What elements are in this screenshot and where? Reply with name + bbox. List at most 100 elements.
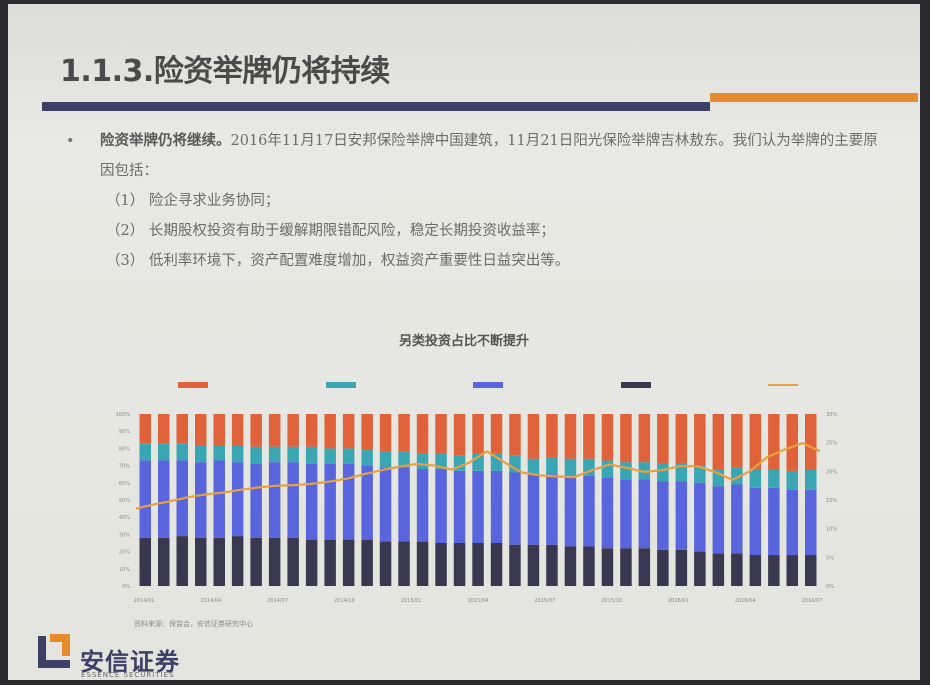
bullet-dot-icon: • (66, 133, 75, 149)
bar-segment-top (342, 414, 355, 449)
bar-segment-top (786, 414, 798, 471)
bar-segment-top (490, 414, 503, 454)
bar-segment-mid (342, 448, 355, 464)
bar-segment-bottom (583, 546, 595, 586)
bar-segment-bottom (805, 555, 817, 586)
bar-segment-top (231, 414, 244, 445)
y-tick-label-left: 0% (122, 584, 130, 590)
slide-content: • 险资举牌仍将继续。2016年11月17日安邦保险举牌中国建筑，11月21日阳… (58, 126, 878, 276)
series-line (135, 442, 821, 510)
bar-segment-mid (213, 445, 225, 461)
bar-segment-top (657, 414, 669, 464)
bar-segment-blue (324, 463, 336, 540)
bar-segment-blue (620, 479, 632, 549)
bar-segment-mid (768, 469, 780, 488)
bar-segment-mid (620, 462, 632, 480)
bar-segment-blue (805, 489, 817, 556)
legend-swatch-line (768, 384, 798, 386)
legend-item-top (178, 382, 208, 388)
bar-segment-mid (657, 463, 669, 482)
bar-segment-top (749, 414, 762, 469)
reason-item-3: （3） 低利率环境下，资产配置难度增加，权益资产重要性日益突出等。 (106, 253, 570, 269)
bar-segment-top (287, 414, 299, 447)
bar-segment-mid (509, 455, 521, 473)
bar-segment-mid (268, 446, 281, 463)
bar-segment-blue (657, 481, 669, 550)
bar-segment-bottom (416, 541, 429, 586)
y-tick-label-right: 30% (826, 412, 837, 418)
x-tick-label: 2015/04 (468, 598, 489, 604)
bar-segment-mid (176, 443, 188, 461)
bar-segment-top (305, 414, 318, 447)
bar-segment-blue (583, 475, 595, 547)
bar-segment-bottom (768, 555, 780, 586)
bar-segment-bottom (453, 543, 466, 586)
bar-segment-blue (749, 488, 762, 556)
bullet-paragraph: • 险资举牌仍将继续。2016年11月17日安邦保险举牌中国建筑，11月21日阳… (58, 126, 878, 186)
bar-segment-bottom (305, 539, 318, 586)
bar-segment-top (712, 414, 725, 469)
bar-segment-mid (527, 458, 540, 475)
bar-segment-blue (416, 469, 429, 542)
bar-segment-top (546, 414, 558, 457)
source-note: 资料来源：保监会，安信证券研究中心 (134, 620, 253, 628)
bar-segment-mid (435, 453, 447, 470)
x-tick-label: 2015/01 (401, 598, 422, 604)
bar-segment-bottom (749, 555, 762, 586)
x-tick-label: 2015/07 (534, 598, 555, 604)
x-tick-label: 2014/01 (134, 598, 155, 604)
bar-segment-bottom (675, 549, 688, 586)
y-tick-label-left: 100% (116, 412, 131, 418)
y-tick-label-left: 80% (119, 446, 130, 452)
bar-segment-mid (324, 448, 336, 464)
bar-segment-blue (379, 467, 392, 542)
bar-segment-blue (158, 460, 170, 538)
x-tick-label: 2014/04 (200, 598, 221, 604)
bar-segment-bottom (361, 539, 373, 586)
bar-segment-blue (268, 462, 281, 538)
y-tick-label-left: 40% (119, 515, 130, 521)
x-tick-label: 2014/10 (334, 598, 355, 604)
bar-segment-top (453, 414, 466, 456)
bar-segment-top (268, 414, 281, 447)
bar-segment-mid (361, 450, 373, 466)
legend-swatch-top (178, 382, 208, 388)
legend-item-blue (473, 382, 503, 388)
bar-segment-top (398, 414, 410, 452)
slide-title: 1.1.3.险资举牌仍将持续 (60, 54, 390, 89)
bar-segment-blue (731, 484, 743, 554)
bar-segment-mid (583, 458, 595, 476)
bar-segment-blue (786, 489, 798, 556)
bar-segment-mid (472, 453, 484, 471)
bar-segment-top (213, 414, 225, 445)
y-tick-label-right: 15% (826, 498, 837, 504)
bar-segment-top (768, 414, 780, 469)
legend-item-line (768, 384, 798, 386)
bar-segment-bottom (601, 548, 614, 586)
bar-segment-bottom (213, 537, 225, 586)
bar-segment-mid (786, 470, 798, 490)
bar-segment-top (324, 414, 336, 449)
bar-segment-top (195, 414, 207, 445)
bar-segment-blue (601, 477, 614, 549)
legend-item-bottom (620, 382, 651, 388)
bar-segment-top (139, 414, 151, 444)
bullet-lead: 险资举牌仍将继续。 (100, 132, 231, 149)
bar-segment-bottom (231, 536, 244, 586)
stacked-bar-chart: 0% 10% 20% 30% 40% 50% 60% 70% 80% 90% 100% 0% 5% 10%… (116, 412, 838, 604)
bar-segment-bottom (435, 543, 447, 586)
bar-segment-top (564, 414, 577, 459)
bar-segment-blue (195, 462, 207, 538)
bar-segment-blue (139, 460, 151, 538)
bar-segment-bottom (490, 543, 503, 586)
slide: 1.1.3.险资举牌仍将持续 • 险资举牌仍将继续。2016年11月17日安邦保… (8, 4, 920, 680)
bar-segment-top (379, 414, 392, 452)
bar-segment-bottom (195, 537, 207, 586)
bar-segment-blue (361, 465, 373, 540)
legend-item-mid (325, 382, 356, 388)
x-tick-label: 2016/01 (668, 598, 689, 604)
y-tick-label-left: 60% (119, 481, 130, 487)
bar-segment-mid (231, 445, 244, 463)
bar-segment-mid (379, 451, 392, 468)
bar-segment-blue (287, 462, 299, 538)
